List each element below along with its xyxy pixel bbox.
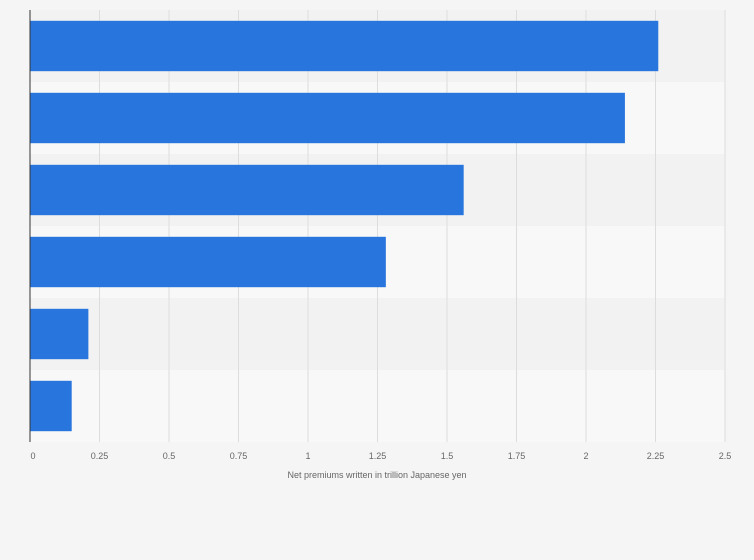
grid-lines (99, 10, 726, 442)
x-tick-label: 0.25 (91, 451, 109, 461)
x-tick-labels: 0 0.25 0.5 0.75 1 1.25 1.5 1.75 2 2.25 2.5 (30, 451, 731, 461)
x-axis-title: Net premiums written in trillion Japanes… (287, 470, 466, 480)
x-tick-label: 1 (305, 451, 310, 461)
x-tick-label: 0.75 (230, 451, 248, 461)
x-tick-label: 0.5 (163, 451, 176, 461)
bar[interactable] (30, 380, 72, 432)
bar[interactable] (30, 236, 386, 288)
bar[interactable] (30, 164, 464, 216)
bar[interactable] (30, 308, 89, 360)
bar[interactable] (30, 20, 659, 72)
bars (30, 20, 659, 432)
bar[interactable] (30, 92, 625, 144)
x-tick-label: 1.25 (369, 451, 387, 461)
x-tick-label: 2.25 (647, 451, 665, 461)
x-tick-label: 1.5 (441, 451, 454, 461)
x-tick-label: 2 (583, 451, 588, 461)
x-tick-label: 1.75 (508, 451, 526, 461)
x-tick-label: 2.5 (719, 451, 732, 461)
x-tick-label: 0 (30, 451, 35, 461)
